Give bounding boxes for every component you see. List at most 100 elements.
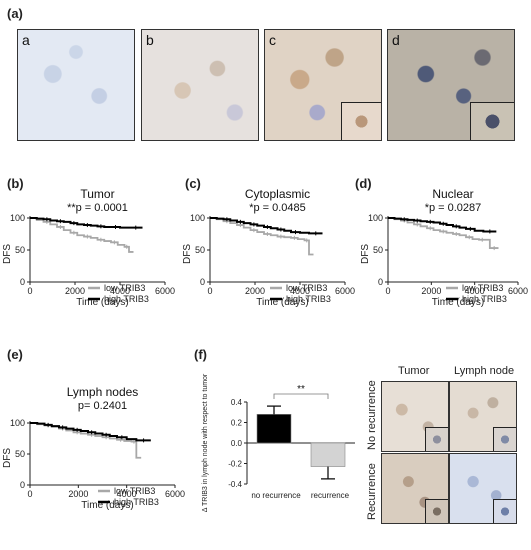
panel-e-label: (e) (7, 347, 23, 362)
row-label-recurrence: Recurrence (366, 463, 378, 520)
micro-image-d: d (387, 29, 515, 141)
x-tick-label: 6000 (165, 489, 185, 499)
km-chart-nuclear: Nuclear*p = 0.0287 0 50 100 0 2000 4000 6000 Tim… (360, 187, 528, 308)
y-tick-label: 100 (10, 213, 25, 223)
y-tick-label: 0 (20, 480, 25, 490)
panel-a-label: (a) (7, 6, 23, 21)
x-axis-label: Time (days) (256, 297, 308, 308)
legend-label-high: high TRIB3 (114, 497, 159, 507)
y-tick-label: 0 (378, 277, 383, 287)
chart-title: Cytoplasmic (245, 187, 310, 201)
chart-pvalue: p= 0.2401 (78, 400, 127, 412)
km-chart-tumor: Tumor**p = 0.0001 0 50 100 0 2000 4000 6000 Time… (2, 187, 175, 308)
y-tick-label: 0.0 (231, 439, 243, 448)
x-tick-label: 4000 (290, 286, 310, 296)
x-tick-label: 0 (27, 286, 32, 296)
micro-image-a-tag: a (22, 32, 30, 48)
micro-grid-no-recurrence-lymph (449, 381, 517, 452)
km-curve-high (388, 217, 497, 233)
panel-d-label: (d) (355, 176, 372, 191)
y-tick-label: -0.2 (228, 460, 242, 469)
y-tick-label: 100 (190, 213, 205, 223)
y-axis-label: DFS (360, 244, 371, 264)
x-tick-label: 0 (385, 286, 390, 296)
y-tick-label: 0.2 (231, 419, 243, 428)
x-tick-label: 2000 (65, 286, 85, 296)
x-tick-label: 6000 (335, 286, 355, 296)
x-axis-label: Time (days) (81, 500, 133, 511)
km-chart-cytoplasmic: Cytoplasmic*p = 0.0485 0 50 100 0 2000 4000 600… (182, 187, 355, 308)
legend-label-high: high TRIB3 (462, 294, 507, 304)
x-tick-label: 2000 (421, 286, 441, 296)
km-curve-low (30, 422, 142, 459)
x-tick-label: 2000 (68, 489, 88, 499)
y-tick-label: -0.4 (228, 480, 242, 489)
x-tick-label: 0 (207, 286, 212, 296)
chart-title: Lymph nodes (67, 385, 139, 399)
micro-image-c-tag: c (269, 32, 276, 48)
micro-grid-inset-3 (424, 498, 448, 523)
km-curve-low (388, 217, 499, 249)
y-tick-label: 50 (195, 245, 205, 255)
y-tick-label: 100 (368, 213, 383, 223)
y-tick-label: 50 (15, 449, 25, 459)
micro-grid-inset-2 (492, 426, 516, 451)
y-axis-label: DFS (2, 244, 13, 264)
category-label-recurrence: recurrence (311, 491, 350, 500)
micro-grid-no-recurrence-tumor (381, 381, 449, 452)
legend-label-high: high TRIB3 (104, 294, 149, 304)
y-tick-label: 0 (20, 277, 25, 287)
km-curve-low (210, 217, 314, 256)
km-curve-high (30, 422, 151, 442)
y-tick-label: 100 (10, 418, 25, 428)
legend-label-high: high TRIB3 (286, 294, 331, 304)
x-axis-label: Time (days) (432, 297, 484, 308)
y-tick-label: 0.4 (231, 398, 243, 407)
bar-chart-delta-trib3: -0.4 -0.2 0.0 0.2 0.4 Δ TRIB3 in lymph node w… (202, 373, 355, 512)
x-tick-label: 6000 (155, 286, 175, 296)
chart-pvalue: **p = 0.0001 (67, 202, 128, 214)
micro-grid-recurrence-tumor (381, 453, 449, 524)
x-tick-label: 4000 (110, 286, 130, 296)
x-tick-label: 2000 (245, 286, 265, 296)
micro-grid-inset-1 (424, 426, 448, 451)
x-axis-label: Time (days) (76, 297, 128, 308)
panel-c-label: (c) (185, 176, 201, 191)
y-tick-label: 0 (200, 277, 205, 287)
col-header-lymph-node: Lymph node (454, 365, 515, 377)
micro-image-b-tag: b (146, 32, 154, 48)
col-header-tumor: Tumor (398, 365, 430, 377)
y-axis-label: DFS (2, 448, 13, 468)
km-curve-low (30, 217, 134, 253)
chart-pvalue: *p = 0.0485 (249, 202, 306, 214)
category-label-no-recurrence: no recurrence (251, 491, 301, 500)
legend-label-low: low TRIB3 (104, 283, 145, 293)
y-tick-label: 50 (373, 245, 383, 255)
panel-f-label: (f) (194, 347, 207, 362)
chart-title: Nuclear (432, 187, 473, 201)
legend-label-low: low TRIB3 (462, 283, 503, 293)
km-curve-high (210, 217, 323, 235)
significance-label: ** (297, 384, 305, 395)
legend-label-low: low TRIB3 (286, 283, 327, 293)
micro-grid-recurrence-lymph (449, 453, 517, 524)
bar-no-recurrence (256, 413, 292, 444)
chart-pvalue: *p = 0.0287 (425, 202, 482, 214)
y-axis-label: Δ TRIB3 in lymph node with respect to tu… (202, 373, 209, 512)
significance-bracket (273, 393, 329, 399)
micro-image-d-tag: d (392, 32, 400, 48)
micro-image-c: c (264, 29, 382, 141)
row-label-no-recurrence: No recurrence (366, 380, 378, 450)
bar-recurrence (310, 442, 346, 467)
micro-image-a: a (17, 29, 135, 141)
chart-title: Tumor (80, 187, 114, 201)
x-tick-label: 4000 (117, 489, 137, 499)
x-tick-label: 4000 (465, 286, 485, 296)
micro-image-d-inset (470, 101, 514, 140)
micro-image-b: b (141, 29, 259, 141)
y-axis-label: DFS (182, 244, 193, 264)
panel-b-label: (b) (7, 176, 24, 191)
micro-grid-inset-4 (492, 498, 516, 523)
y-tick-label: 50 (15, 245, 25, 255)
